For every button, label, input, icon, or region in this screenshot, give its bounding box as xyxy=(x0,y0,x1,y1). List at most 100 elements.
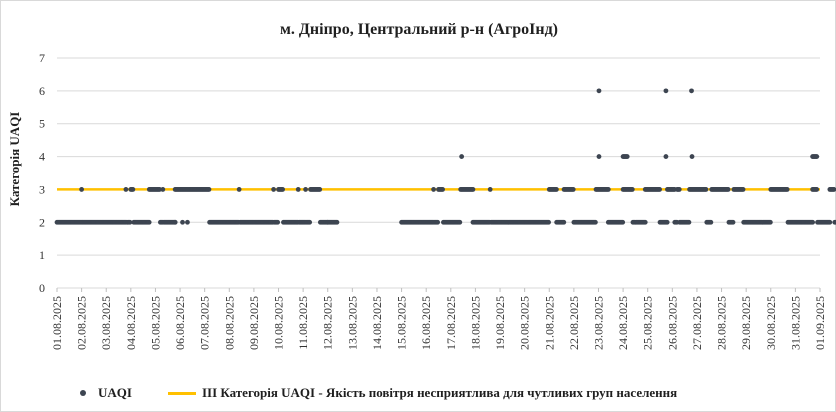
x-tick-label: 14.08.2025 xyxy=(370,296,384,350)
x-tick-label: 17.08.2025 xyxy=(444,296,458,350)
x-tick-label: 30.08.2025 xyxy=(764,296,778,350)
x-tick-label: 07.08.2025 xyxy=(198,296,212,350)
uaqi-point xyxy=(703,187,709,192)
uaqi-point xyxy=(596,88,602,94)
x-tick-label: 19.08.2025 xyxy=(493,296,507,350)
x-tick-label: 31.08.2025 xyxy=(788,296,802,350)
uaqi-point xyxy=(546,219,552,225)
uaqi-point xyxy=(236,187,242,192)
uaqi-point xyxy=(593,219,598,225)
uaqi-point xyxy=(725,187,731,192)
x-tick-label: 21.08.2025 xyxy=(542,296,556,350)
chart-title: м. Дніпро, Центральний р-н (АгроІнд) xyxy=(280,21,558,38)
legend-uaqi-marker xyxy=(80,390,86,396)
uaqi-point xyxy=(657,187,663,192)
uaqi-point xyxy=(767,219,773,225)
uaqi-point xyxy=(814,154,820,159)
uaqi-point xyxy=(561,219,567,225)
uaqi-point xyxy=(172,219,178,225)
uaqi-point xyxy=(180,219,185,225)
x-tick-label: 10.08.2025 xyxy=(272,296,286,350)
x-tick-label: 24.08.2025 xyxy=(616,296,630,350)
uaqi-point xyxy=(157,187,162,192)
uaqi-point xyxy=(814,187,820,192)
x-tick-label: 02.08.2025 xyxy=(75,296,89,350)
uaqi-point xyxy=(686,219,692,225)
uaqi-point xyxy=(663,88,669,94)
uaqi-point xyxy=(620,219,626,225)
uaqi-point xyxy=(554,187,559,192)
uaqi-point xyxy=(708,219,714,225)
uaqi-point xyxy=(435,219,441,225)
uaqi-point xyxy=(605,187,611,192)
uaqi-point xyxy=(317,187,323,192)
y-tick-label: 4 xyxy=(39,150,45,164)
uaqi-point xyxy=(123,187,129,192)
uaqi-point xyxy=(487,187,493,192)
legend-uaqi-label: UAQI xyxy=(98,385,132,400)
uaqi-point xyxy=(689,154,695,159)
x-tick-label: 16.08.2025 xyxy=(419,296,433,350)
uaqi-point xyxy=(146,219,152,225)
y-tick-label: 7 xyxy=(39,51,45,65)
x-tick-label: 28.08.2025 xyxy=(715,296,729,350)
uaqi-point xyxy=(457,219,463,225)
legend-threshold-label: ІІІ Категорія UAQI - Якість повітря несп… xyxy=(201,385,678,400)
uaqi-point xyxy=(127,219,133,225)
uaqi-point xyxy=(160,187,166,192)
uaqi-point xyxy=(470,187,476,192)
uaqi-point xyxy=(831,187,836,192)
uaqi-point xyxy=(664,219,670,225)
uaqi-point xyxy=(271,187,276,192)
x-tick-label: 25.08.2025 xyxy=(641,296,655,350)
uaqi-point xyxy=(431,187,436,192)
uaqi-point xyxy=(596,154,602,159)
x-tick-label: 01.08.2025 xyxy=(50,296,64,350)
y-tick-label: 2 xyxy=(39,215,45,229)
uaqi-point xyxy=(185,219,190,225)
uaqi-point xyxy=(79,187,85,192)
uaqi-point xyxy=(810,219,816,225)
x-tick-label: 13.08.2025 xyxy=(345,296,359,350)
x-tick-label: 06.08.2025 xyxy=(173,296,187,350)
uaqi-point xyxy=(740,187,746,192)
x-tick-label: 29.08.2025 xyxy=(739,296,753,350)
x-tick-label: 03.08.2025 xyxy=(99,296,113,350)
uaqi-point xyxy=(130,187,136,192)
uaqi-point xyxy=(303,187,308,192)
uaqi-point xyxy=(730,219,736,225)
uaqi-point xyxy=(307,219,313,225)
uaqi-point xyxy=(275,219,281,225)
x-tick-label: 22.08.2025 xyxy=(567,296,581,350)
uaqi-point xyxy=(629,187,635,192)
x-tick-label: 12.08.2025 xyxy=(321,296,335,350)
x-tick-label: 23.08.2025 xyxy=(591,296,605,350)
y-tick-label: 0 xyxy=(39,281,45,295)
y-tick-label: 5 xyxy=(39,117,45,131)
uaqi-point xyxy=(663,154,669,159)
uaqi-point xyxy=(459,154,465,159)
x-tick-label: 27.08.2025 xyxy=(690,296,704,350)
uaqi-point xyxy=(642,219,648,225)
uaqi-point xyxy=(676,187,682,192)
uaqi-point xyxy=(295,187,301,192)
x-tick-label: 05.08.2025 xyxy=(148,296,162,350)
uaqi-point xyxy=(334,219,340,225)
uaqi-point xyxy=(827,219,833,225)
uaqi-point xyxy=(689,88,694,94)
x-tick-label: 04.08.2025 xyxy=(124,296,138,350)
x-tick-label: 08.08.2025 xyxy=(222,296,236,350)
x-tick-label: 26.08.2025 xyxy=(665,296,679,350)
uaqi-point xyxy=(280,187,286,192)
x-tick-label: 09.08.2025 xyxy=(247,296,261,350)
y-tick-label: 3 xyxy=(39,182,45,196)
x-tick-label: 20.08.2025 xyxy=(518,296,532,350)
uaqi-point xyxy=(784,187,790,192)
uaqi-point xyxy=(624,154,630,159)
uaqi-point xyxy=(440,187,446,192)
x-tick-label: 11.08.2025 xyxy=(296,296,310,350)
y-tick-label: 6 xyxy=(39,84,45,98)
y-tick-label: 1 xyxy=(39,248,45,262)
legend-threshold-marker xyxy=(167,391,196,395)
